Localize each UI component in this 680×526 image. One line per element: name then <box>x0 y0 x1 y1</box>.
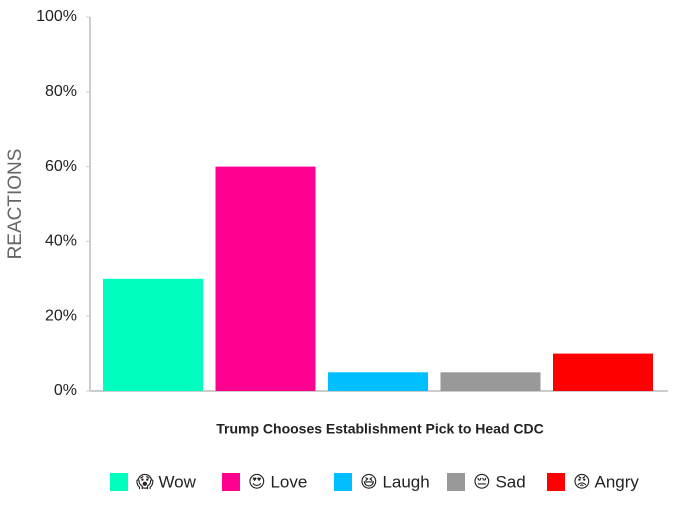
bar <box>328 372 428 391</box>
legend-swatch <box>334 473 352 491</box>
y-tick-label: 40% <box>45 233 77 250</box>
bar <box>103 278 203 391</box>
y-tick-label: 80% <box>45 83 77 100</box>
legend-label: 😱 Wow <box>136 472 197 491</box>
legend-label: 😍 Love <box>248 472 307 491</box>
legend-label: 😆 Laugh <box>360 472 430 491</box>
y-tick-label: 60% <box>45 158 77 175</box>
bar <box>440 372 541 391</box>
y-tick-label: 100% <box>36 8 77 25</box>
legend-label: 😡 Angry <box>573 472 639 491</box>
legend-swatch <box>110 473 128 491</box>
y-tick-label: 20% <box>45 307 77 324</box>
legend-label: 😔 Sad <box>473 472 526 491</box>
x-axis-label: Trump Chooses Establishment Pick to Head… <box>216 421 544 437</box>
legend-swatch <box>222 473 240 491</box>
y-tick-label: 0% <box>54 382 77 399</box>
legend-swatch <box>447 473 465 491</box>
legend-swatch <box>547 473 565 491</box>
y-axis-label: REACTIONS <box>5 149 26 260</box>
bar <box>553 353 653 391</box>
bar <box>215 166 316 391</box>
